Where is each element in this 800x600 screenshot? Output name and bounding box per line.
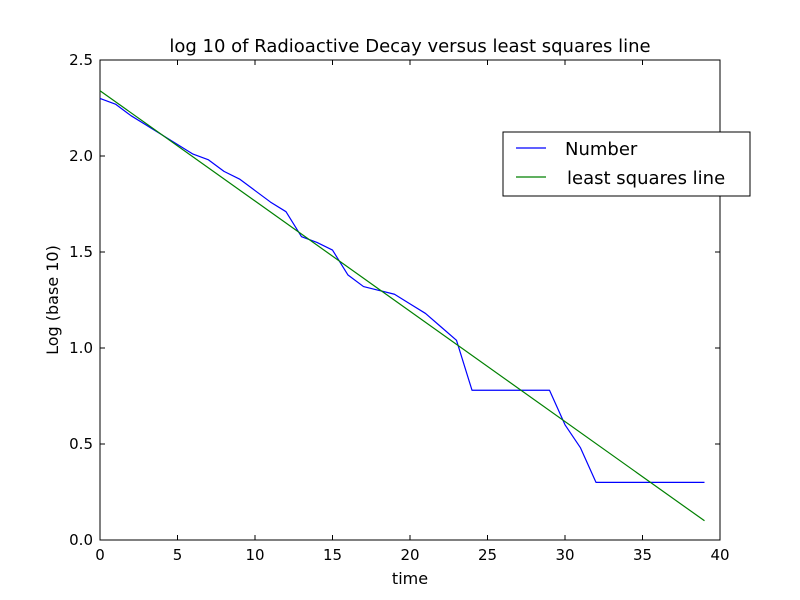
x-tick-label: 10	[245, 546, 264, 564]
series-line-least-squares	[99, 90, 705, 522]
x-tick-label: 30	[555, 546, 574, 564]
series-layer	[99, 90, 705, 522]
series-line-number	[99, 97, 705, 483]
y-tick-label: 0.0	[69, 531, 93, 549]
x-tick-label: 20	[400, 546, 419, 564]
y-axis-label: Log (base 10)	[43, 245, 62, 355]
y-tick-label: 1.5	[69, 243, 93, 261]
chart-title: log 10 of Radioactive Decay versus least…	[169, 36, 650, 57]
legend: Number least squares line	[502, 131, 751, 197]
legend-label-least-squares: least squares line	[567, 168, 725, 189]
y-axis: 0.0 0.5 1.0 1.5 2.0 2.5	[69, 51, 720, 549]
legend-box	[502, 131, 751, 197]
x-axis-label: time	[392, 569, 428, 588]
x-axis: 0 5 10 15 20 25 30 35 40	[95, 60, 730, 564]
x-tick-label: 40	[710, 546, 729, 564]
y-tick-label: 2.0	[69, 147, 93, 165]
y-tick-label: 2.5	[69, 51, 93, 69]
legend-label-number: Number	[565, 139, 638, 160]
y-tick-label: 1.0	[69, 339, 93, 357]
x-tick-label: 0	[95, 546, 105, 564]
x-tick-label: 35	[633, 546, 652, 564]
x-tick-label: 25	[478, 546, 497, 564]
y-tick-label: 0.5	[69, 435, 93, 453]
x-tick-label: 15	[323, 546, 342, 564]
x-tick-label: 5	[173, 546, 183, 564]
